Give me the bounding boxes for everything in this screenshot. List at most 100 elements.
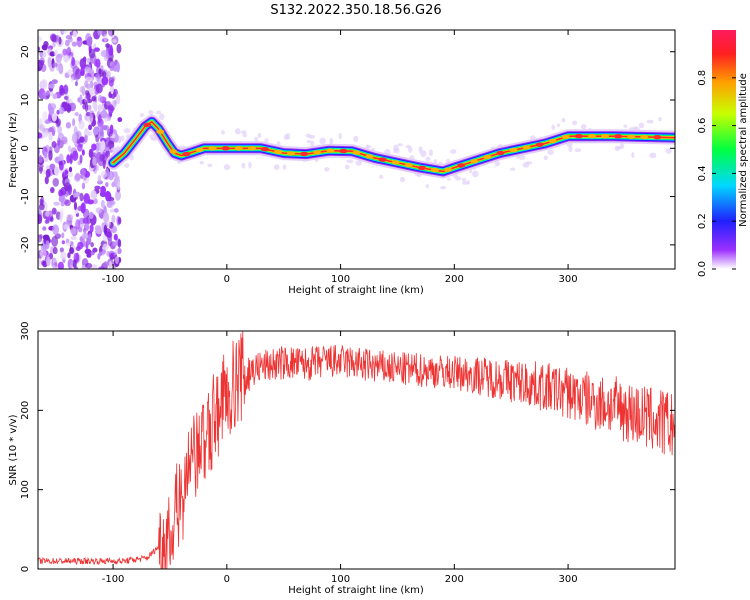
noise-speckle [52,62,58,68]
noise-speckle [79,136,85,143]
halo-speckle [110,147,116,151]
ridge-peak [182,151,191,157]
noise-speckle [84,134,88,143]
noise-speckle [108,106,115,112]
halo-speckle [418,146,423,153]
noise-speckle [74,81,78,87]
noise-speckle [62,48,68,56]
noise-speckle [97,118,104,128]
noise-speckle [93,47,100,52]
noise-speckle [45,168,51,178]
noise-speckle [65,35,73,40]
halo-speckle [283,134,289,141]
ridge-peak [404,162,413,168]
noise-speckle [67,69,73,76]
noise-speckle [85,262,93,269]
noise-speckle [56,53,64,58]
noise-speckle [40,59,45,66]
noise-speckle [71,56,76,67]
noise-speckle [52,246,58,255]
noise-speckle [49,216,54,222]
ridge-peak [169,149,178,154]
noise-speckle [48,130,53,142]
noise-speckle [61,136,68,144]
ridge-peak [417,165,426,171]
noise-speckle [103,224,108,235]
noise-speckle [97,30,103,36]
noise-speckle [94,185,101,190]
halo-speckle [221,130,225,135]
noise-speckle [42,169,47,175]
noise-speckle [76,36,82,41]
noise-speckle [78,120,85,130]
halo-speckle [234,128,241,135]
halo-speckle [223,164,231,171]
noise-speckle [52,129,56,137]
halo-speckle [510,167,516,171]
noise-speckle [111,214,116,224]
noise-speckle [72,150,79,161]
noise-speckle [54,166,59,177]
halo-speckle [156,110,161,115]
noise-speckle [95,58,101,68]
noise-speckle [108,250,115,258]
halo-speckle [120,135,125,142]
halo-speckle [149,133,156,141]
noise-speckle [51,207,57,215]
noise-speckle [39,198,43,206]
noise-speckle [59,87,66,96]
noise-speckle [53,93,58,99]
snr-x-ticks: -100 0 100 200 300 [102,331,578,585]
ridge-peak [587,134,596,139]
halo-speckle [466,180,470,185]
noise-speckle [92,156,97,166]
colorbar-tick-label: 0.6 [697,118,708,134]
noise-speckle [109,46,114,56]
ridge-peak [574,134,583,139]
noise-speckle [80,202,86,214]
noise-speckle [111,181,115,188]
noise-speckle [51,235,59,247]
noise-speckle [100,49,108,58]
noise-speckle [38,155,43,163]
noise-speckle [51,141,57,149]
halo-speckle [454,176,462,181]
noise-speckle [102,243,110,251]
x-tick-label: -100 [102,574,125,585]
ridge-peak [430,167,439,173]
halo-speckle [329,137,334,145]
noise-speckle [73,126,78,135]
noise-speckle [66,55,73,61]
noise-speckle [84,90,90,96]
ridge-peak [601,134,610,139]
colorbar-tick-label: 0.0 [697,261,708,277]
noise-speckle [109,208,116,213]
halo-speckle [379,174,384,179]
noise-speckle [117,117,123,123]
noise-speckle [79,94,83,106]
noise-speckle [117,247,122,255]
noise-speckle [98,266,106,269]
noise-speckle [53,201,60,206]
noise-speckle [109,65,114,72]
halo-speckle [461,177,467,182]
noise-speckle [49,163,56,170]
noise-speckle [95,207,103,214]
noise-speckle [52,177,60,187]
halo-speckle [310,140,315,147]
noise-speckle [112,39,117,44]
halo-speckle [324,167,330,172]
colorbar-tick-label: 0.4 [697,165,708,181]
noise-speckle [38,261,42,268]
noise-speckle [81,182,86,190]
halo-speckle [547,149,554,155]
noise-speckle [63,224,70,230]
halo-speckle [123,128,131,134]
noise-speckle [109,124,114,134]
noise-speckle [72,259,77,269]
spectrogram-y-ticks: -20 -10 0 10 20 [20,45,675,253]
snr-x-axis-label: Height of straight line (km) [288,585,424,596]
ridge-peak [548,138,557,144]
ridge-peak [221,146,230,151]
